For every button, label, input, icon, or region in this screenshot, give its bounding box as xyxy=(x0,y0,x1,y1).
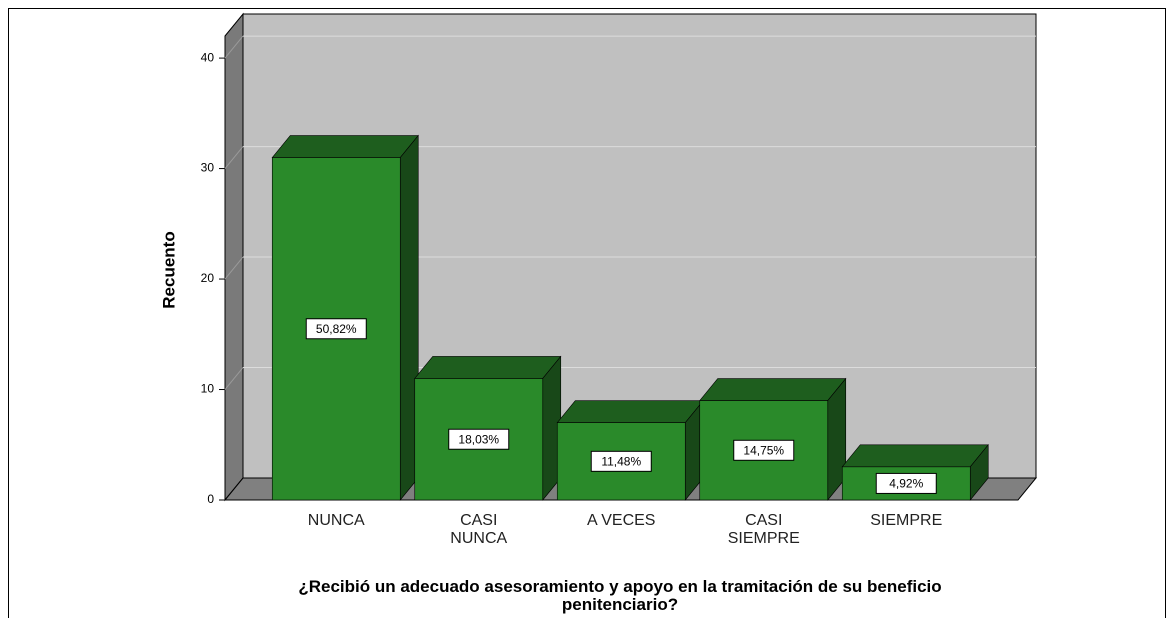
x-tick-label: A VECES xyxy=(587,512,656,529)
bar-top xyxy=(556,400,704,423)
grid-line xyxy=(224,35,244,59)
data-label: 4,92% xyxy=(889,477,923,491)
x-tick-label: SIEMPRE xyxy=(870,512,943,529)
x-axis-label: ¿Recibió un adecuado asesoramiento y apo… xyxy=(298,577,942,614)
y-tick-label: 10 xyxy=(201,382,215,396)
y-tick-label: 0 xyxy=(207,492,214,506)
y-tick-label: 30 xyxy=(201,161,215,175)
data-label-box xyxy=(448,428,510,450)
y-tick-label: 20 xyxy=(201,271,215,285)
data-label: 50,82% xyxy=(316,322,357,336)
data-label: 18,03% xyxy=(458,432,499,446)
frame xyxy=(8,8,1166,618)
bar-top xyxy=(699,378,847,401)
grid-line xyxy=(224,367,244,390)
data-label-box xyxy=(305,318,367,340)
data-label: 11,48% xyxy=(601,455,641,469)
data-label-box xyxy=(590,450,652,472)
bar-top xyxy=(271,135,419,158)
y-axis-label: Recuento xyxy=(159,231,178,308)
data-label-box xyxy=(875,472,937,494)
x-tick-label: CASI NUNCA xyxy=(450,512,508,547)
x-tick-label: CASI SIEMPRE xyxy=(727,512,800,547)
y-tick-label: 40 xyxy=(201,50,215,64)
data-label: 14,75% xyxy=(743,443,784,457)
data-label-box xyxy=(733,439,795,461)
left-wall xyxy=(224,12,244,502)
grid-line xyxy=(224,256,244,280)
grid-line xyxy=(224,146,244,169)
x-tick-label: NUNCA xyxy=(307,512,365,529)
bar-top xyxy=(841,444,989,468)
bar-top xyxy=(414,356,562,379)
